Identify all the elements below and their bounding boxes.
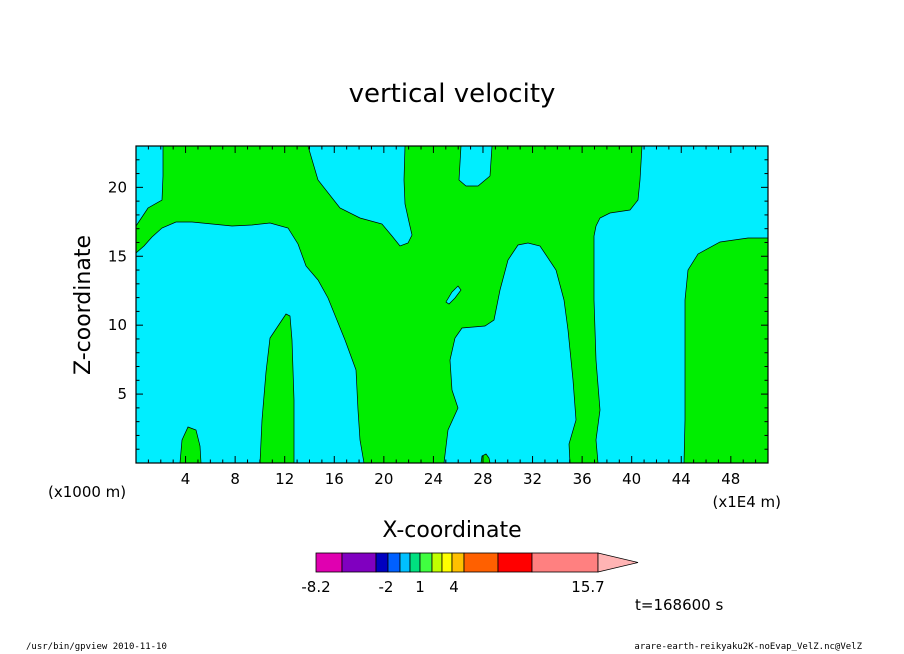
- colorbar: -8.2 -2 1 4 15.7: [301, 552, 639, 596]
- colorbar-segment: [419, 552, 433, 573]
- footer-right: arare-earth-reikyaku2K-noEvap_VelZ.nc@Ve…: [634, 642, 862, 652]
- small-closed-contour: [445, 285, 462, 305]
- positive-velocity-region-x11: [259, 313, 295, 464]
- y-tick-label: 10: [108, 316, 127, 334]
- x-tick-label: 44: [672, 470, 691, 488]
- colorbar-segment: [399, 552, 411, 573]
- plot-area: [135, 145, 769, 464]
- colorbar-segment: [315, 552, 343, 573]
- x-unit-left: (x1000 m): [48, 483, 126, 501]
- y-tick-label: 15: [108, 247, 127, 265]
- colorbar-segment: [451, 552, 465, 573]
- x-axis: 4 8 12 16 20 24 28 32 36 40 44 48: [147, 146, 757, 488]
- colorbar-tick-label: -8.2: [301, 578, 330, 596]
- chart-title: vertical velocity: [349, 79, 556, 109]
- footer-left: /usr/bin/gpview 2010-11-10: [26, 642, 167, 652]
- y-tick-label: 5: [117, 385, 127, 403]
- colorbar-segment: [409, 552, 421, 573]
- colorbar-segment: [341, 552, 377, 573]
- colorbar-segment: [375, 552, 389, 573]
- colorbar-segment: [463, 552, 499, 573]
- x-axis-label: X-coordinate: [382, 518, 521, 543]
- y-axis-label: Z-coordinate: [71, 235, 96, 375]
- colorbar-segment: [431, 552, 443, 573]
- x-tick-label: 16: [325, 470, 344, 488]
- positive-velocity-region-x48: [683, 237, 769, 464]
- colorbar-tick-label: -2: [379, 578, 394, 596]
- x-tick-label: 24: [424, 470, 443, 488]
- colorbar-tick-label: 15.7: [571, 578, 604, 596]
- x-tick-label: 12: [275, 470, 294, 488]
- x-tick-label: 20: [374, 470, 393, 488]
- y-axis: 5 10 15 20: [108, 159, 768, 450]
- colorbar-tick-label: 1: [415, 578, 425, 596]
- plot-frame: [135, 145, 769, 464]
- y-tick-label: 20: [108, 178, 127, 196]
- x-tick-label: 28: [473, 470, 492, 488]
- colorbar-segment: [497, 552, 533, 573]
- x-tick-label: 8: [230, 470, 240, 488]
- x-tick-label: 48: [721, 470, 740, 488]
- colorbar-segment: [531, 552, 599, 573]
- x-tick-label: 32: [523, 470, 542, 488]
- colorbar-segment: [441, 552, 453, 573]
- colorbar-segment: [387, 552, 401, 573]
- colorbar-tick-label: 4: [449, 578, 459, 596]
- x-unit-right: (x1E4 m): [712, 493, 781, 511]
- x-tick-label: 36: [573, 470, 592, 488]
- colorbar-arrow: [597, 552, 639, 573]
- x-tick-label: 4: [181, 470, 191, 488]
- x-tick-label: 40: [622, 470, 641, 488]
- time-label: t=168600 s: [635, 596, 723, 614]
